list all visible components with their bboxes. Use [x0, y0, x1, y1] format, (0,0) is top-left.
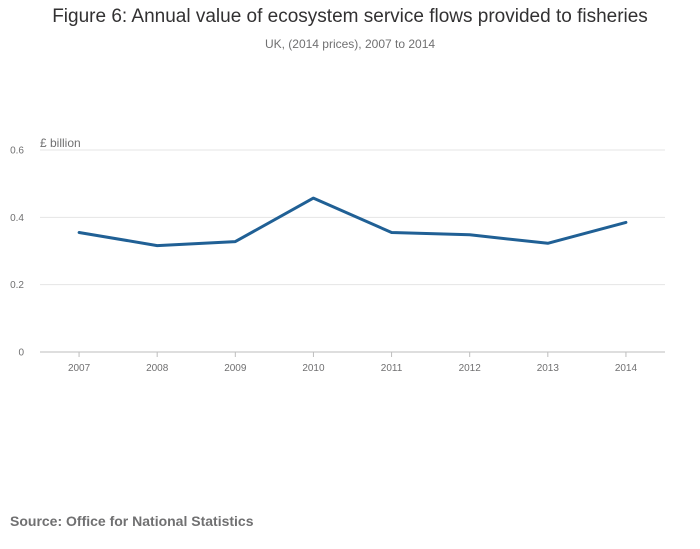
x-tick-label: 2012 [459, 363, 482, 374]
chart-subtitle: UK, (2014 prices), 2007 to 2014 [264, 37, 436, 51]
x-tick-label: 2011 [381, 363, 403, 374]
x-tick-label: 2013 [537, 363, 560, 374]
x-tick-label: 2007 [68, 363, 91, 374]
x-tick-label: 2010 [302, 363, 325, 374]
x-tick-label: 2014 [615, 363, 638, 374]
x-tick-labels: 2007 2008 2009 2010 2011 2012 2013 2014 [68, 363, 638, 374]
chart-title: Figure 6: Annual value of ecosystem serv… [52, 6, 648, 27]
source-note: Source: Office for National Statistics [10, 513, 254, 529]
y-tick-label: 0 [18, 348, 24, 359]
x-ticks [78, 352, 627, 357]
y-axis-label: £ billion [40, 136, 81, 150]
gridlines [40, 149, 665, 286]
y-tick-label: 0.4 [10, 213, 24, 224]
x-tick-label: 2009 [224, 363, 247, 374]
y-tick-label: 0.2 [10, 280, 24, 291]
y-tick-labels: 0 0.2 0.4 0.6 [10, 146, 24, 359]
y-tick-label: 0.6 [10, 146, 24, 157]
x-tick-label: 2008 [146, 363, 169, 374]
series-line [77, 196, 628, 248]
series-group [77, 196, 628, 248]
